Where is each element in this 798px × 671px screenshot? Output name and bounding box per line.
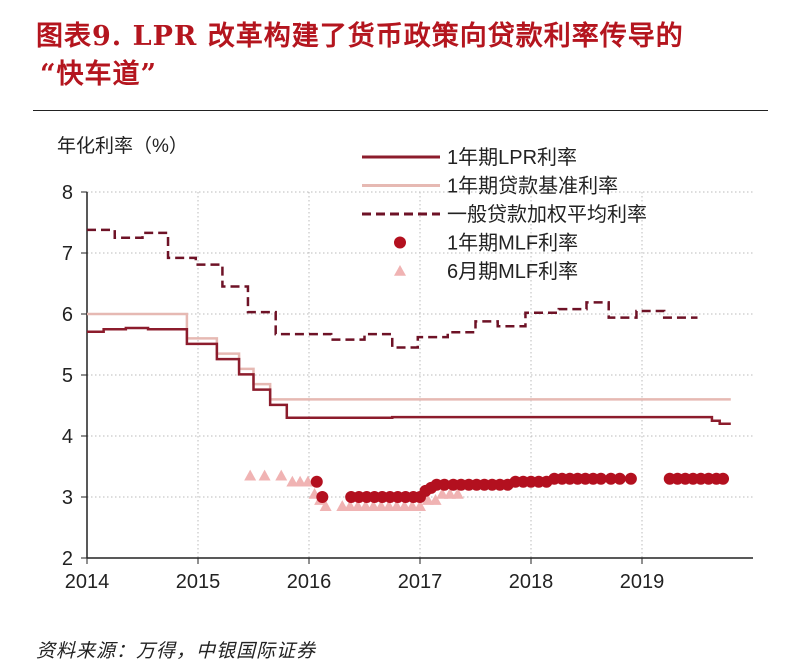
- mlf-6m-point: [336, 500, 349, 511]
- mlf-6m-point: [451, 487, 464, 499]
- x-tick-label: 2015: [176, 571, 221, 593]
- legend-label: 一般贷款加权平均利率: [447, 203, 647, 226]
- legend-label: 6月期MLF利率: [447, 260, 578, 283]
- legend-label: 1年期LPR利率: [447, 146, 577, 169]
- chart-title-line2: “快车道”: [40, 59, 158, 90]
- legend-swatch: [394, 265, 406, 276]
- mlf-6m-point: [367, 500, 380, 511]
- mlf-6m-point: [436, 487, 449, 499]
- mlf-6m-point: [286, 475, 299, 487]
- series-line: [87, 326, 731, 426]
- x-tick-label: 2014: [65, 571, 110, 593]
- mlf-6m-point: [390, 500, 403, 511]
- mlf-1y-point: [613, 472, 626, 485]
- y-tick-label: 8: [62, 182, 73, 204]
- mlf-6m-point: [344, 500, 357, 511]
- legend-swatch: [394, 236, 406, 249]
- mlf-6m-point: [414, 500, 426, 511]
- chart-title: 图表9. LPR 改革构建了货币政策向贷款利率传导的: [36, 21, 684, 52]
- mlf-6m-point: [244, 469, 257, 481]
- mlf-6m-point: [429, 494, 442, 505]
- source-note: 资料来源：万得，中银国际证券: [36, 640, 317, 662]
- mlf-6m-point: [258, 469, 271, 481]
- mlf-6m-point: [294, 475, 307, 487]
- mlf-6m-point: [275, 469, 288, 481]
- x-tick-label: 2016: [287, 571, 332, 593]
- legend-label: 1年期MLF利率: [447, 232, 578, 255]
- y-axis-label: 年化利率（%）: [57, 135, 188, 157]
- mlf-6m-point: [398, 500, 411, 511]
- y-tick-label: 7: [62, 243, 73, 265]
- mlf-6m-point: [351, 500, 364, 511]
- mlf-1y-point: [604, 472, 617, 485]
- mlf-6m-point: [301, 475, 314, 487]
- mlf-6m-point: [375, 500, 388, 511]
- mlf-1y-point: [310, 475, 323, 488]
- mlf-6m-point: [406, 500, 419, 511]
- y-tick-label: 2: [62, 548, 73, 570]
- series-line: [87, 312, 731, 401]
- mlf-1y-point: [316, 491, 329, 503]
- x-tick-label: 2018: [509, 571, 554, 593]
- x-tick-label: 2019: [620, 571, 665, 593]
- x-tick-label: 2017: [398, 571, 443, 593]
- title-divider: [33, 110, 768, 111]
- y-tick-label: 3: [62, 487, 73, 509]
- y-tick-label: 4: [62, 426, 73, 448]
- mlf-6m-point: [443, 487, 456, 499]
- series-line: [87, 228, 698, 349]
- y-tick-label: 6: [62, 304, 73, 326]
- mlf-6m-point: [382, 500, 395, 511]
- mlf-1y-point: [594, 472, 607, 485]
- mlf-1y-point: [717, 472, 730, 485]
- mlf-1y-point: [438, 478, 451, 491]
- mlf-1y-point: [624, 472, 637, 485]
- mlf-6m-point: [421, 494, 434, 505]
- mlf-6m-point: [319, 500, 332, 511]
- mlf-6m-point: [359, 500, 372, 511]
- legend-label: 1年期贷款基准利率: [447, 175, 618, 198]
- y-tick-label: 5: [62, 365, 73, 387]
